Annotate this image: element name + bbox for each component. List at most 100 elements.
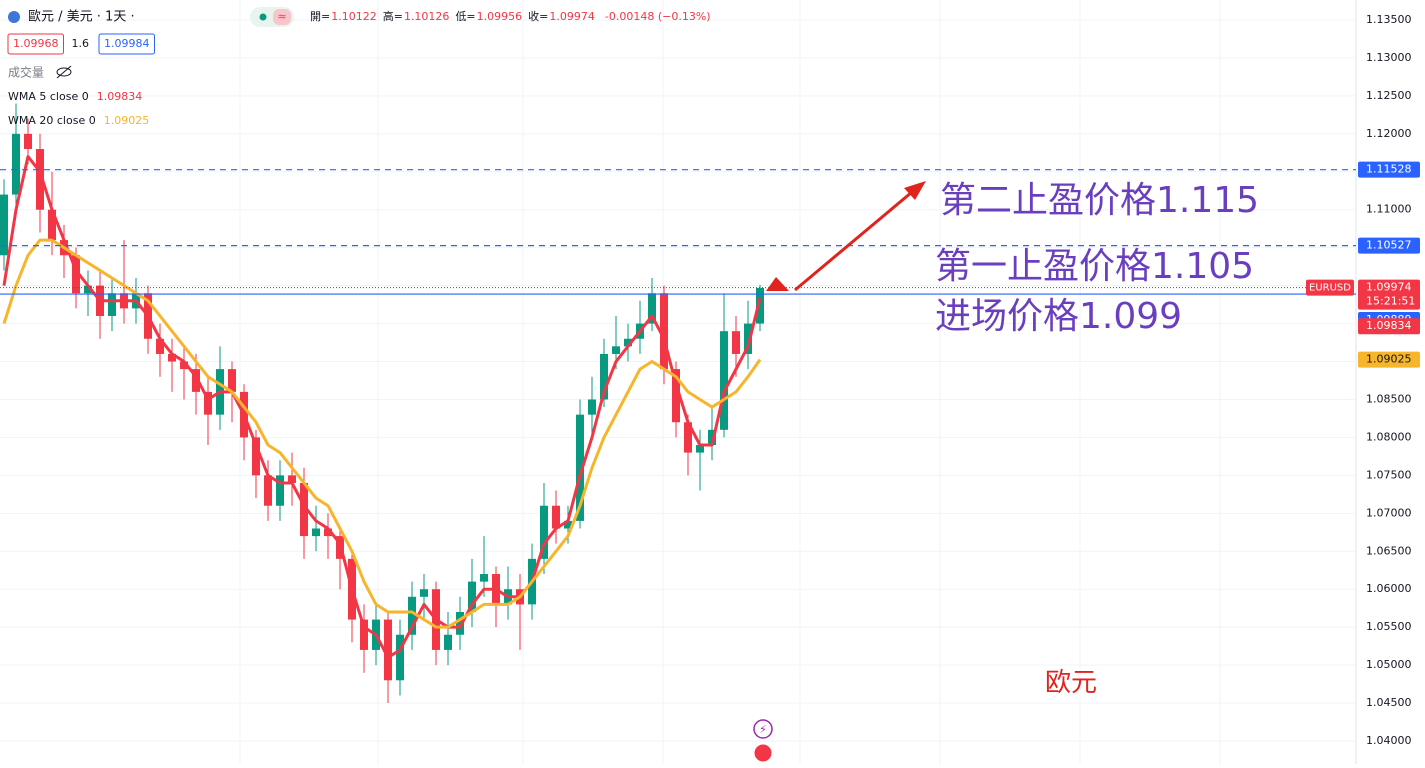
ohlc-label: 低= <box>455 10 475 23</box>
y-tick-label: 1.13500 <box>1366 13 1412 26</box>
y-tick-label: 1.05500 <box>1366 620 1412 633</box>
y-tick-label: 1.06000 <box>1366 582 1412 595</box>
y-tick-label: 1.08500 <box>1366 392 1412 405</box>
candle-body <box>612 346 620 354</box>
ohlc-header: 開= 1.10122 高= 1.10126 低= 1.09956 收= 1.09974 -0.0… <box>310 9 711 23</box>
candle-body <box>108 293 116 316</box>
event-icon-glyph: ⚡ <box>759 723 767 736</box>
candle-body <box>252 437 260 476</box>
symbol-tag <box>1306 279 1354 296</box>
annotation: 第一止盈价格1.105 <box>935 246 1254 287</box>
annotation: 欧元 <box>1045 668 1097 698</box>
header-price: 1.09968 <box>13 37 59 50</box>
legend-value: 1.09834 <box>97 90 143 103</box>
event-icon[interactable] <box>753 719 773 739</box>
ohlc-label: 收= <box>528 9 548 23</box>
candle-body <box>384 619 392 681</box>
symbol-icon <box>8 11 20 23</box>
candle-body <box>720 331 728 430</box>
price-tag-label: 1.09974 <box>1366 281 1412 294</box>
price-tag <box>1358 161 1420 178</box>
candle-body <box>36 149 44 210</box>
candle-body <box>480 574 488 582</box>
price-tag-label: 1.09834 <box>1366 319 1412 332</box>
price-tag-time: 15:21:51 <box>1366 295 1415 308</box>
candle-body <box>228 369 236 392</box>
ma-line <box>2 155 762 660</box>
candle-body <box>756 287 764 324</box>
candle-body <box>168 353 176 362</box>
candle-body <box>456 611 464 635</box>
status-dot <box>259 13 267 21</box>
symbol-tag-label: EURUSD <box>1309 283 1351 294</box>
header-price: 1.09984 <box>104 37 150 50</box>
candle-body <box>696 445 704 453</box>
price-tag-label: 1.10527 <box>1366 239 1412 252</box>
candle-body <box>48 209 56 241</box>
price-tag <box>1358 279 1420 310</box>
candle-body <box>588 399 596 415</box>
candle-body <box>204 391 212 415</box>
price-tag <box>1358 351 1420 368</box>
candle-body <box>744 323 752 354</box>
candle-body <box>408 596 416 635</box>
candle-body <box>648 293 656 324</box>
ohlc-value: 1.09974 <box>549 10 595 23</box>
candle-body <box>288 475 296 483</box>
candle-body <box>660 293 668 370</box>
candle-body <box>684 422 692 453</box>
legend-name: WMA 20 close 0 <box>8 114 96 127</box>
candle-body <box>0 194 8 256</box>
candle-body <box>180 361 188 370</box>
price-tag <box>1358 237 1420 254</box>
y-tick-label: 1.13000 <box>1366 51 1412 64</box>
candle-body <box>276 475 284 506</box>
y-tick-label: 1.07000 <box>1366 506 1412 519</box>
candle-body <box>312 528 320 537</box>
y-tick-label: 1.04500 <box>1366 696 1412 709</box>
ohlc-label: 高= <box>383 9 403 23</box>
candle-body <box>420 589 428 597</box>
annotation: 进场价格1.099 <box>935 296 1182 337</box>
y-tick-label: 1.08000 <box>1366 430 1412 443</box>
status-badge <box>273 9 291 25</box>
candle-body <box>324 528 332 537</box>
candle-body <box>12 133 20 195</box>
candle-body <box>732 331 740 354</box>
candle-body <box>552 505 560 529</box>
header-prices: 1.09968 1.6 1.09984 <box>7 33 155 55</box>
ohlc-label: 開= <box>310 10 330 23</box>
candle-body <box>444 634 452 650</box>
candle-body <box>600 353 608 400</box>
y-tick-label: 1.06500 <box>1366 544 1412 557</box>
y-tick-label: 1.11000 <box>1366 203 1412 216</box>
candle-body <box>360 619 368 650</box>
price-tag-label: 1.09025 <box>1366 353 1412 366</box>
y-tick-label: 1.12500 <box>1366 89 1412 102</box>
ohlc-value: 1.10126 <box>404 10 450 23</box>
annotation: 第二止盈价格1.115 <box>940 180 1259 221</box>
flag-icon[interactable] <box>753 743 773 763</box>
ohlc-value: 1.10122 <box>331 10 377 23</box>
y-tick-label: 1.04000 <box>1366 734 1412 747</box>
price-tag <box>1358 318 1420 335</box>
ohlc-value: 1.09956 <box>477 10 523 23</box>
candle-body <box>192 369 200 392</box>
candle-body <box>396 634 404 681</box>
candle-body <box>708 429 716 446</box>
price-tag-label: 1.11528 <box>1366 163 1412 176</box>
header-price-box[interactable] <box>7 33 64 55</box>
y-tick-label: 1.12000 <box>1366 127 1412 140</box>
status-icon: ≈ <box>277 10 286 23</box>
candle-body <box>624 338 632 347</box>
ma-line <box>2 238 762 629</box>
arrow-head <box>904 181 926 200</box>
time-grid <box>239 0 1221 764</box>
hide-icon[interactable] <box>56 65 72 79</box>
header-price-box[interactable] <box>98 33 155 55</box>
volume-label: 成交量 <box>8 65 44 80</box>
header-price: 1.6 <box>72 37 90 50</box>
candle-body <box>468 581 476 612</box>
